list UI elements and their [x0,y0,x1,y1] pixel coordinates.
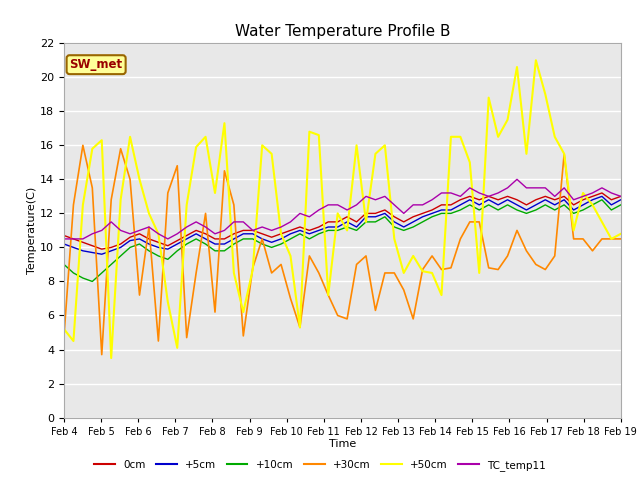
Y-axis label: Temperature(C): Temperature(C) [28,187,37,274]
Legend: 0cm, +5cm, +10cm, +30cm, +50cm, TC_temp11: 0cm, +5cm, +10cm, +30cm, +50cm, TC_temp1… [90,456,550,475]
X-axis label: Time: Time [329,439,356,449]
Text: SW_met: SW_met [70,58,123,71]
Title: Water Temperature Profile B: Water Temperature Profile B [235,24,450,39]
